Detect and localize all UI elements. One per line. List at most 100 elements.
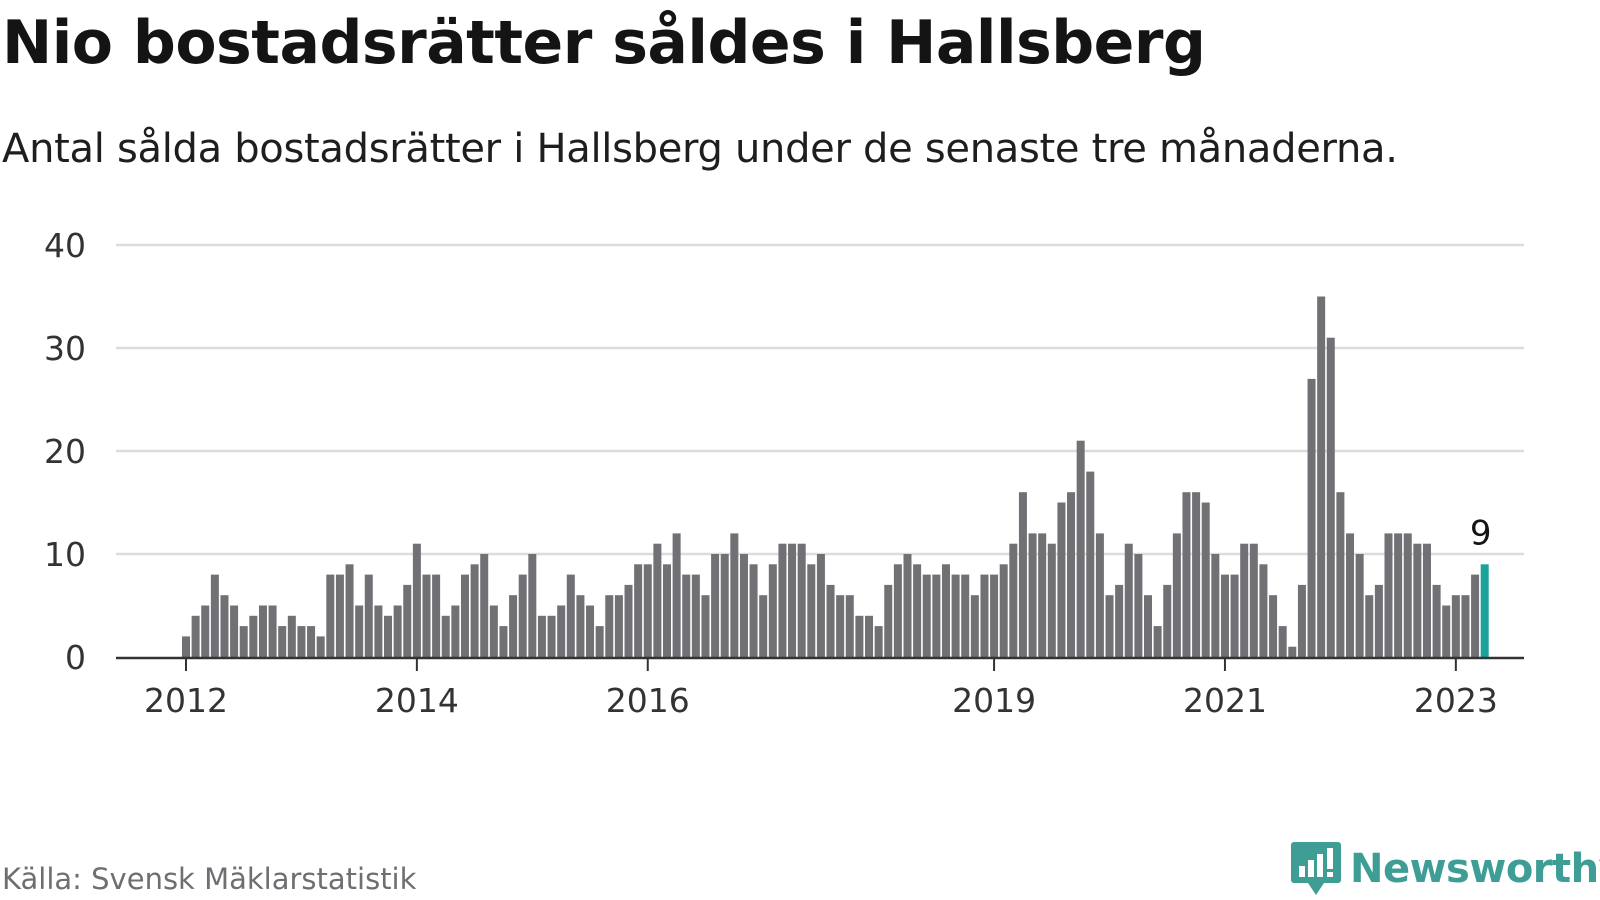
bar <box>1095 533 1104 657</box>
bar <box>951 574 960 657</box>
bar <box>614 595 623 657</box>
bar <box>1307 378 1316 657</box>
bar <box>1461 595 1470 657</box>
x-tick-label: 2012 <box>144 681 228 720</box>
bar <box>845 595 854 657</box>
bar <box>412 543 421 657</box>
bar <box>1182 492 1191 657</box>
bar <box>807 564 816 657</box>
bar <box>460 574 469 657</box>
bar <box>1422 543 1431 657</box>
x-tick-label: 2019 <box>952 681 1036 720</box>
bar <box>759 595 768 657</box>
bar <box>682 574 691 657</box>
bar <box>836 595 845 657</box>
bar <box>932 574 941 657</box>
bar <box>307 626 316 657</box>
bar <box>1403 533 1412 657</box>
bar <box>1259 564 1268 657</box>
bar <box>451 605 460 657</box>
brand-name: Newsworthy <box>1350 846 1600 892</box>
bar <box>191 615 200 657</box>
chart-subtitle: Antal sålda bostadsrätter i Hallsberg un… <box>2 126 1398 172</box>
bar-chart: 0 10 20 30 40 2012 2014 2016 2019 2021 2023 9 <box>44 226 1524 720</box>
bar <box>980 574 989 657</box>
y-tick-label: 0 <box>65 638 86 677</box>
bar <box>403 584 412 657</box>
bar <box>384 615 393 657</box>
bar <box>1384 533 1393 657</box>
x-tick-label: 2021 <box>1183 681 1267 720</box>
highlight-value-label: 9 <box>1470 513 1492 553</box>
bar <box>480 554 489 657</box>
bar <box>1269 595 1278 657</box>
bar <box>595 626 604 657</box>
y-tick-label: 20 <box>44 432 86 471</box>
y-tick-label: 10 <box>44 535 86 574</box>
bar <box>1172 533 1181 657</box>
bar <box>893 564 902 657</box>
bar <box>355 605 364 657</box>
bar <box>1346 533 1355 657</box>
bar <box>768 564 777 657</box>
bar <box>210 574 219 657</box>
bar <box>1249 543 1258 657</box>
bar <box>961 574 970 657</box>
bar <box>720 554 729 657</box>
bar <box>489 605 498 657</box>
bar <box>865 615 874 657</box>
bar <box>1365 595 1374 657</box>
bar <box>1038 533 1047 657</box>
bar <box>518 574 527 657</box>
bar <box>663 564 671 657</box>
bar <box>201 605 210 657</box>
bar <box>374 605 383 657</box>
bar <box>287 615 296 657</box>
bar <box>345 564 354 657</box>
bar <box>1394 533 1403 657</box>
bar <box>249 615 258 657</box>
bar <box>1028 533 1037 657</box>
bar <box>990 574 999 657</box>
bar <box>643 564 652 657</box>
brand-logo: Newsworthy <box>1290 840 1600 898</box>
bar <box>1374 584 1383 657</box>
bar <box>432 574 441 657</box>
bar <box>182 636 190 657</box>
bar <box>268 605 277 657</box>
bar <box>1442 605 1451 657</box>
bar <box>855 615 864 657</box>
bar <box>509 595 518 657</box>
bar <box>1124 543 1133 657</box>
x-tick-label: 2016 <box>606 681 690 720</box>
bar <box>1288 646 1297 657</box>
bar <box>576 595 585 657</box>
bar <box>941 564 950 657</box>
bar <box>1018 492 1027 657</box>
bar <box>1067 492 1076 657</box>
bar <box>1009 543 1018 657</box>
bar <box>739 554 748 657</box>
highlight-bar <box>1480 564 1489 657</box>
bar <box>691 574 700 657</box>
source-note: Källa: Svensk Mäklarstatistik <box>2 862 417 896</box>
bar <box>1297 584 1306 657</box>
bar <box>884 584 893 657</box>
x-tick-label: 2014 <box>375 681 459 720</box>
bar <box>624 584 633 657</box>
bar <box>537 615 546 657</box>
bar <box>1153 626 1162 657</box>
bar <box>1451 595 1460 657</box>
bar <box>970 595 979 657</box>
bar <box>1326 337 1335 657</box>
bar <box>999 564 1008 657</box>
bar <box>422 574 431 657</box>
y-tick-label: 40 <box>44 226 86 265</box>
bar <box>1105 595 1114 657</box>
bar <box>1220 574 1229 657</box>
bar <box>1211 554 1220 657</box>
bar <box>874 626 883 657</box>
bar <box>326 574 335 657</box>
bar <box>605 595 614 657</box>
bar <box>1201 502 1210 657</box>
